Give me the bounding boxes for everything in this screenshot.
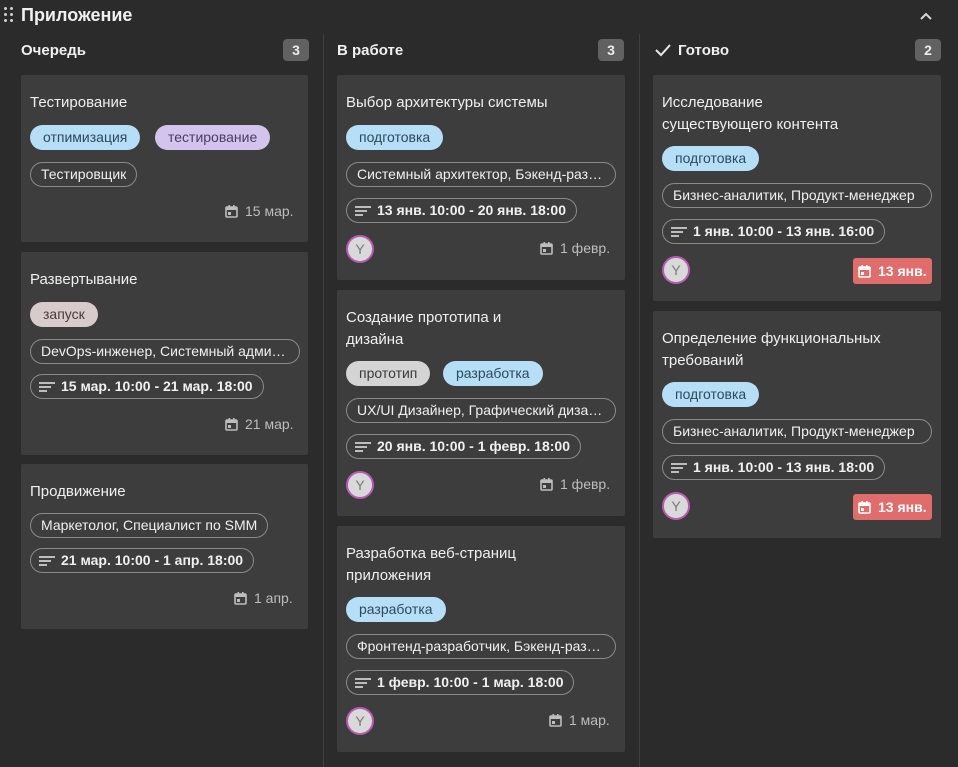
column-count-badge: 2 <box>915 39 941 61</box>
column-header: В работе 3 <box>324 34 639 66</box>
due-date: 15 мар. <box>225 200 294 222</box>
roles-pill[interactable]: DevOps-инженер, Системный администратор <box>30 339 300 364</box>
task-card[interactable]: Создание прототипа и дизайна прототип ра… <box>337 290 625 516</box>
roles-pill[interactable]: Бизнес-аналитик, Продукт-менеджер <box>662 183 932 208</box>
card-title: Продвижение <box>30 483 126 500</box>
column-title: В работе <box>337 42 404 59</box>
avatar[interactable]: Y <box>662 256 690 284</box>
column-in-progress: В работе 3 Выбор архитектуры системы под… <box>324 34 639 767</box>
avatar[interactable]: Y <box>346 707 374 735</box>
due-date: 1 мар. <box>549 709 610 731</box>
date-range-pill[interactable]: 21 мар. 10:00 - 1 апр. 18:00 <box>30 548 255 573</box>
calendar-icon <box>858 265 871 278</box>
lines-icon <box>39 382 55 392</box>
column-header: Очередь 3 <box>0 34 323 66</box>
column-done: Готово 2 Исследование существующего конт… <box>640 34 958 767</box>
date-range-pill[interactable]: 1 февр. 10:00 - 1 мар. 18:00 <box>346 670 575 695</box>
calendar-icon <box>549 714 562 727</box>
lines-icon <box>671 227 687 237</box>
task-card[interactable]: Исследование существующего контента подг… <box>653 75 941 301</box>
column-title: Готово <box>678 42 730 59</box>
card-title: Разработка веб-страниц приложения <box>346 545 516 584</box>
column-divider <box>323 34 324 767</box>
tag-chip[interactable]: разработка <box>346 597 446 622</box>
calendar-icon <box>540 478 553 491</box>
column-count-badge: 3 <box>283 39 309 61</box>
date-range-pill[interactable]: 20 янв. 10:00 - 1 февр. 18:00 <box>346 434 581 459</box>
board-header: Приложение <box>0 0 958 32</box>
card-title: Создание прототипа и дизайна <box>346 309 502 348</box>
card-title: Развертывание <box>30 271 138 288</box>
assignee-pill[interactable]: Тестировщик <box>30 162 138 187</box>
lines-icon <box>355 442 371 452</box>
date-range-pill[interactable]: 1 янв. 10:00 - 13 янв. 16:00 <box>662 219 886 244</box>
task-card[interactable]: Развертывание запуск DevOps-инженер, Сис… <box>21 252 308 455</box>
calendar-icon <box>540 242 553 255</box>
due-date: 1 февр. <box>540 237 610 259</box>
column-divider <box>639 34 640 767</box>
column-title: Очередь <box>21 42 86 59</box>
chevron-up-icon[interactable] <box>916 6 936 26</box>
due-date: 1 февр. <box>540 473 610 495</box>
column-queue: Очередь 3 Тестирование отпимизация тести… <box>0 34 323 767</box>
roles-pill[interactable]: Маркетолог, Специалист по SMM <box>30 513 269 538</box>
roles-pill[interactable]: Системный архитектор, Бэкенд-разработчик <box>346 162 616 187</box>
checkmark-icon <box>655 44 671 57</box>
card-title: Исследование существующего контента <box>662 94 839 133</box>
due-date: 21 мар. <box>225 413 294 435</box>
avatar[interactable]: Y <box>346 235 374 263</box>
tag-chip[interactable]: подготовка <box>662 382 760 407</box>
overdue-due-date: 13 янв. <box>853 494 932 520</box>
tag-chip[interactable]: подготовка <box>346 125 444 150</box>
task-card[interactable]: Разработка веб-страниц приложения разраб… <box>337 526 625 752</box>
roles-pill[interactable]: Бизнес-аналитик, Продукт-менеджер <box>662 419 932 444</box>
card-title: Тестирование <box>30 94 128 111</box>
due-date: 1 апр. <box>234 587 293 609</box>
calendar-icon <box>225 418 238 431</box>
calendar-icon <box>234 592 247 605</box>
task-card[interactable]: Выбор архитектуры системы подготовка Сис… <box>337 75 625 280</box>
tag-chip[interactable]: тестирование <box>155 125 271 150</box>
date-range-pill[interactable]: 15 мар. 10:00 - 21 мар. 18:00 <box>30 374 264 399</box>
card-title: Определение функциональных требований <box>662 330 881 369</box>
card-title: Выбор архитектуры системы <box>346 94 548 111</box>
lines-icon <box>355 678 371 688</box>
lines-icon <box>355 206 371 216</box>
tag-chip[interactable]: запуск <box>30 302 98 327</box>
board-title: Приложение <box>21 5 133 25</box>
overdue-due-date: 13 янв. <box>853 258 932 284</box>
drag-handle-icon[interactable] <box>4 7 14 23</box>
column-header: Готово 2 <box>640 34 958 66</box>
calendar-icon <box>858 501 871 514</box>
lines-icon <box>671 463 687 473</box>
calendar-icon <box>225 205 238 218</box>
column-count-badge: 3 <box>598 39 624 61</box>
lines-icon <box>39 556 55 566</box>
task-card[interactable]: Продвижение Маркетолог, Специалист по SM… <box>21 464 308 629</box>
date-range-pill[interactable]: 13 янв. 10:00 - 20 янв. 18:00 <box>346 198 577 223</box>
task-card[interactable]: Определение функциональных требований по… <box>653 311 941 538</box>
tag-chip[interactable]: разработка <box>443 361 543 386</box>
avatar[interactable]: Y <box>662 492 690 520</box>
task-card[interactable]: Тестирование отпимизация тестирование Те… <box>21 75 308 242</box>
roles-pill[interactable]: UX/UI Дизайнер, Графический дизайнер <box>346 398 616 423</box>
date-range-pill[interactable]: 1 янв. 10:00 - 13 янв. 18:00 <box>662 455 886 480</box>
tag-chip[interactable]: отпимизация <box>30 125 141 150</box>
tag-chip[interactable]: подготовка <box>662 146 760 171</box>
avatar[interactable]: Y <box>346 471 374 499</box>
roles-pill[interactable]: Фронтенд-разработчик, Бэкенд-разработчик <box>346 634 616 659</box>
tag-chip[interactable]: прототип <box>346 361 431 386</box>
